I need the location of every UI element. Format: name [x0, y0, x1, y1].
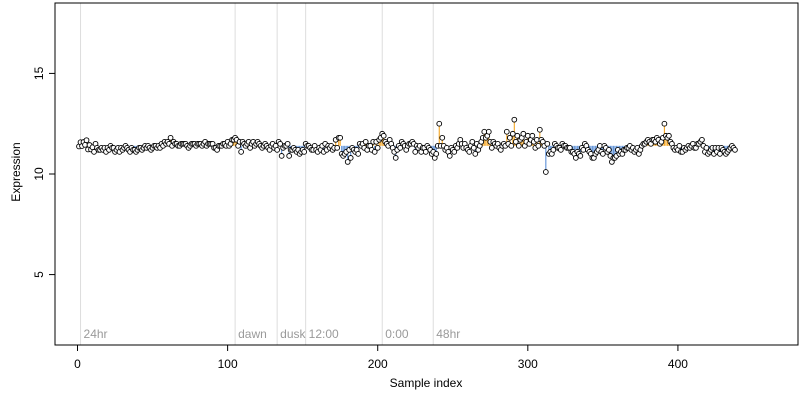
data-point	[661, 120, 668, 127]
data-point	[355, 151, 362, 157]
data-point	[362, 138, 369, 145]
data-point	[529, 132, 536, 139]
data-point	[542, 169, 549, 175]
data-point	[374, 144, 381, 151]
data-point	[439, 134, 446, 141]
data-point	[286, 153, 293, 159]
data-point	[509, 130, 516, 137]
data-point	[520, 130, 527, 137]
x-axis: 0 100 200 300 400	[74, 344, 688, 371]
x-tick-label: 300	[518, 357, 538, 371]
data-point	[371, 149, 378, 155]
data-point	[277, 140, 284, 147]
plot-frame	[54, 2, 799, 346]
data-point	[466, 149, 473, 155]
data-points	[76, 116, 738, 175]
data-point	[422, 149, 429, 155]
data-point	[606, 147, 612, 153]
data-point	[717, 151, 723, 157]
data-point	[676, 142, 683, 149]
y-axis-title: Expression	[9, 142, 23, 201]
data-point	[380, 132, 387, 139]
data-point	[503, 128, 510, 135]
data-point	[577, 153, 584, 159]
data-point	[392, 155, 399, 161]
vertical-marker-label: dusk	[280, 327, 306, 341]
data-point	[535, 142, 542, 149]
data-point	[167, 134, 174, 141]
data-point	[91, 149, 97, 155]
x-tick-label: 0	[74, 357, 81, 371]
data-point	[334, 144, 341, 151]
data-point	[732, 147, 738, 153]
y-tick-label: 5	[32, 271, 46, 278]
vertical-marker-label: 48hr	[436, 327, 460, 341]
data-point	[511, 116, 518, 123]
data-point	[347, 155, 354, 161]
data-point	[301, 149, 308, 155]
data-point	[488, 144, 495, 151]
data-point	[412, 149, 419, 155]
data-point	[284, 140, 291, 147]
y-tick-label: 15	[32, 66, 46, 80]
data-point	[600, 151, 606, 157]
data-point	[699, 136, 705, 143]
data-point	[337, 134, 344, 141]
data-point	[472, 151, 479, 157]
vertical-marker-lines	[80, 3, 434, 345]
x-tick-label: 100	[218, 357, 238, 371]
data-point	[344, 159, 351, 165]
data-point	[550, 147, 557, 153]
data-point	[238, 149, 244, 155]
data-point	[433, 151, 440, 157]
vertical-marker-label: dawn	[238, 327, 267, 341]
data-point	[512, 138, 519, 145]
y-tick-label: 10	[32, 167, 46, 181]
data-point	[573, 155, 579, 161]
data-point	[436, 120, 443, 127]
data-point	[508, 142, 515, 149]
data-point	[397, 144, 404, 151]
data-point	[485, 128, 492, 135]
data-point	[274, 147, 280, 153]
data-point	[544, 140, 551, 147]
data-point	[470, 144, 477, 151]
data-point	[557, 147, 564, 153]
data-point	[506, 134, 513, 141]
data-point	[703, 144, 710, 151]
data-point	[469, 138, 476, 145]
x-axis-title: Sample index	[390, 376, 463, 390]
data-point	[515, 142, 522, 149]
data-point	[451, 149, 458, 155]
x-tick-label: 200	[368, 357, 388, 371]
vertical-marker-labels: 24hr dawn dusk 12:00 0:00 48hr	[84, 327, 461, 341]
x-tick-label: 400	[668, 357, 688, 371]
data-point	[514, 132, 521, 139]
vertical-marker-label: 24hr	[84, 327, 108, 341]
y-axis: 5 10 15	[32, 66, 56, 278]
vertical-marker-label: 12:00	[309, 327, 339, 341]
data-point	[446, 153, 453, 159]
vertical-marker-label: 0:00	[385, 327, 409, 341]
data-point	[278, 153, 285, 159]
data-point	[83, 137, 90, 144]
data-point	[536, 126, 543, 133]
data-point	[666, 132, 672, 139]
